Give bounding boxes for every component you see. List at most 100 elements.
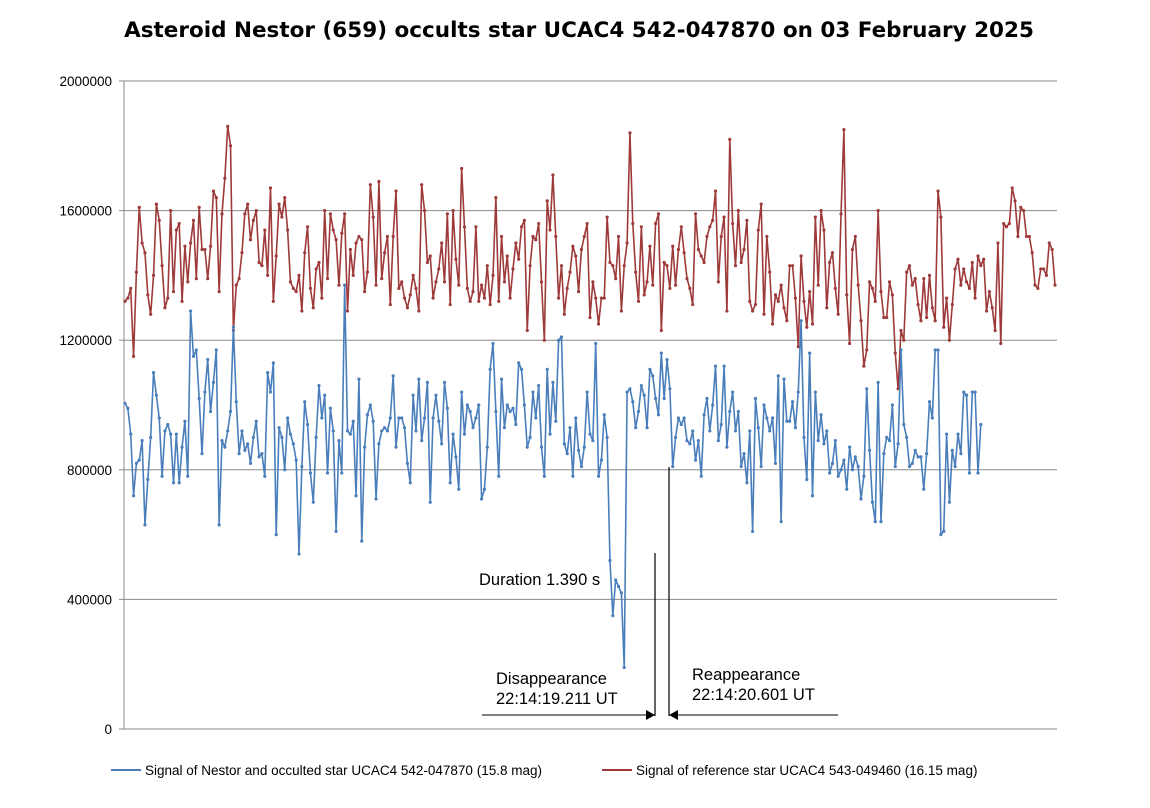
data-point — [268, 390, 273, 394]
data-point — [491, 273, 495, 277]
data-point — [813, 390, 817, 394]
data-point — [497, 474, 501, 478]
data-point — [625, 390, 629, 394]
data-point — [636, 299, 641, 303]
data-point — [927, 400, 932, 404]
data-point — [1002, 221, 1006, 226]
data-point — [257, 260, 261, 265]
data-point — [371, 419, 375, 423]
data-point — [859, 319, 863, 323]
data-point — [639, 383, 643, 388]
data-point — [280, 215, 284, 219]
data-point — [1013, 199, 1017, 203]
data-point — [157, 218, 161, 222]
data-point — [813, 215, 817, 219]
data-point — [842, 128, 846, 132]
data-point — [305, 225, 310, 229]
data-point — [936, 189, 940, 193]
reappearance-time: 22:14:20.601 UT — [692, 686, 815, 704]
data-point — [488, 367, 492, 371]
data-point — [970, 260, 974, 265]
data-point — [477, 403, 481, 407]
data-point — [585, 390, 589, 394]
data-point — [428, 500, 432, 504]
data-point — [882, 452, 886, 456]
data-point — [522, 403, 526, 407]
data-point — [266, 273, 270, 277]
data-point — [303, 251, 307, 255]
data-point — [519, 225, 524, 229]
data-point — [996, 241, 1000, 245]
data-point — [499, 377, 504, 381]
data-point — [217, 523, 221, 527]
data-point — [143, 251, 147, 255]
data-point — [169, 432, 173, 436]
data-point — [234, 400, 238, 404]
data-point — [576, 448, 581, 452]
data-point — [870, 500, 875, 504]
series-line-2 — [124, 125, 1056, 390]
data-point — [631, 400, 635, 404]
data-point — [619, 591, 623, 595]
data-point — [790, 264, 795, 268]
data-point — [830, 461, 835, 465]
data-point — [157, 416, 161, 420]
data-point — [402, 296, 407, 300]
data-point — [123, 401, 127, 405]
data-point — [1022, 209, 1026, 213]
data-point — [696, 439, 701, 443]
data-point — [534, 238, 538, 242]
data-point — [525, 445, 529, 449]
disappearance-arrowhead-icon — [646, 710, 655, 720]
data-point — [893, 464, 897, 469]
data-point — [374, 283, 378, 287]
data-point — [331, 228, 335, 232]
data-point — [654, 221, 658, 226]
data-point — [254, 209, 258, 213]
data-point — [405, 461, 410, 465]
data-point — [833, 286, 837, 290]
data-point — [916, 455, 920, 459]
data-point — [365, 270, 370, 274]
data-point — [131, 494, 136, 498]
data-point — [380, 277, 384, 281]
disappearance-label: Disappearance — [496, 670, 607, 688]
data-point — [910, 461, 914, 465]
data-point — [705, 234, 709, 239]
data-point — [1036, 286, 1040, 290]
data-point — [397, 416, 401, 420]
data-point — [303, 400, 307, 404]
data-point — [939, 215, 943, 219]
data-point — [936, 348, 940, 352]
data-point — [445, 212, 449, 216]
data-point — [825, 306, 829, 310]
data-point — [511, 267, 515, 271]
data-point — [243, 448, 247, 452]
data-point — [885, 315, 889, 320]
data-point — [976, 254, 980, 258]
data-point — [993, 328, 997, 333]
data-point — [853, 455, 857, 459]
data-point — [893, 351, 897, 355]
data-point — [759, 202, 763, 206]
data-point — [819, 209, 823, 213]
data-point — [126, 296, 130, 300]
data-point — [725, 309, 729, 313]
data-point — [186, 474, 190, 478]
data-point — [950, 448, 954, 452]
data-point — [551, 173, 555, 177]
data-point — [656, 413, 661, 417]
data-point — [160, 474, 164, 478]
data-point — [499, 234, 504, 239]
annotations: Duration 1.390 s Disappearance 22:14:19.… — [479, 467, 838, 720]
data-point — [351, 419, 355, 423]
data-point — [194, 277, 198, 281]
data-point — [286, 228, 290, 232]
data-point — [374, 497, 378, 501]
data-point — [731, 221, 735, 226]
data-point — [394, 189, 398, 193]
data-point — [208, 244, 213, 248]
data-point — [414, 429, 418, 433]
data-point — [129, 432, 133, 436]
data-point — [177, 481, 181, 485]
